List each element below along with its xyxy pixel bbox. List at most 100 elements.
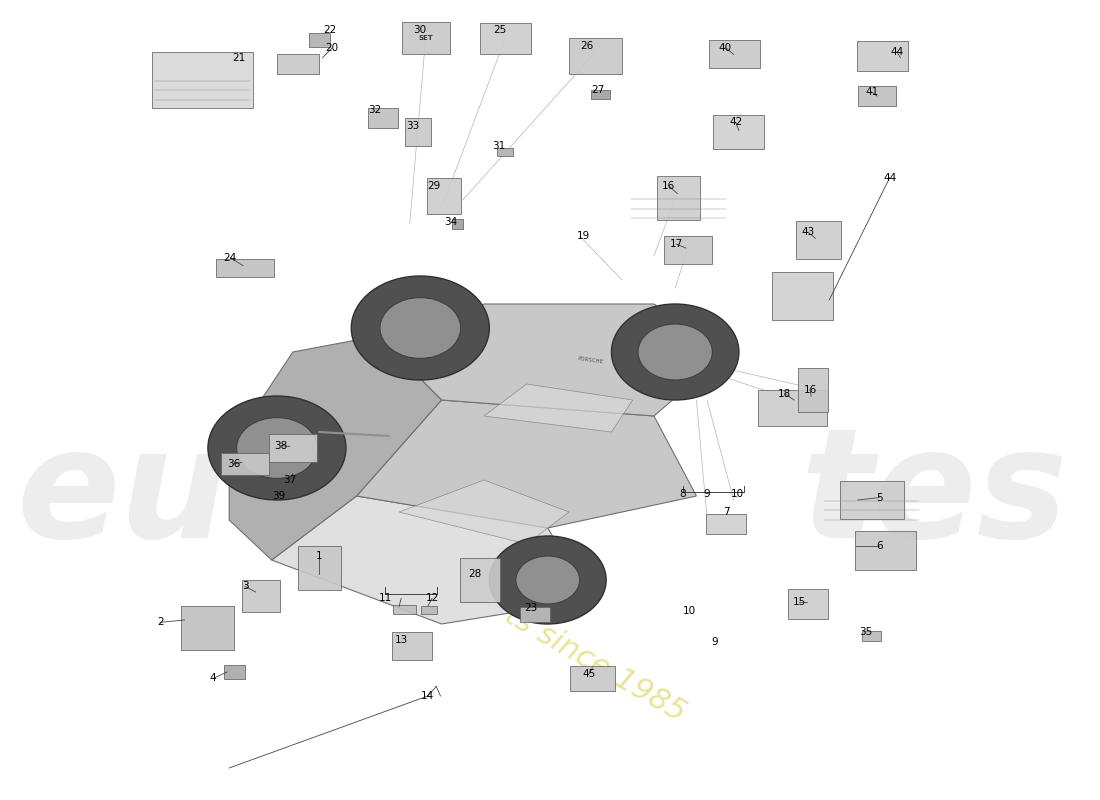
Circle shape bbox=[612, 304, 739, 400]
Bar bbox=[221, 453, 270, 475]
Text: 6: 6 bbox=[876, 541, 882, 550]
Text: 10: 10 bbox=[682, 606, 695, 616]
Text: 8: 8 bbox=[680, 490, 686, 499]
Text: 11: 11 bbox=[378, 594, 392, 603]
Bar bbox=[421, 606, 437, 614]
Bar bbox=[799, 368, 828, 413]
Bar bbox=[368, 108, 398, 128]
Bar bbox=[216, 259, 274, 277]
Text: 34: 34 bbox=[444, 218, 458, 227]
Bar bbox=[402, 22, 450, 54]
Text: 22: 22 bbox=[323, 26, 337, 35]
Text: 38: 38 bbox=[275, 441, 288, 450]
Text: 20: 20 bbox=[326, 43, 339, 53]
Bar bbox=[452, 219, 463, 229]
Circle shape bbox=[490, 536, 606, 624]
Bar bbox=[710, 40, 760, 68]
Bar bbox=[520, 607, 550, 622]
Text: 13: 13 bbox=[395, 635, 408, 645]
Text: 26: 26 bbox=[581, 41, 594, 50]
Text: 33: 33 bbox=[406, 122, 419, 131]
Bar bbox=[309, 33, 330, 47]
Text: 16: 16 bbox=[662, 181, 675, 190]
Text: 44: 44 bbox=[883, 173, 896, 182]
Text: 12: 12 bbox=[426, 594, 439, 603]
Text: 14: 14 bbox=[421, 691, 434, 701]
Text: 36: 36 bbox=[227, 459, 240, 469]
Bar bbox=[796, 221, 840, 259]
Polygon shape bbox=[272, 496, 591, 624]
Text: 16: 16 bbox=[803, 385, 816, 394]
Bar bbox=[298, 546, 341, 590]
Circle shape bbox=[208, 396, 346, 500]
Bar bbox=[857, 41, 907, 71]
Bar bbox=[788, 589, 828, 619]
Text: 27: 27 bbox=[591, 85, 604, 94]
Polygon shape bbox=[399, 480, 569, 544]
Text: 39: 39 bbox=[273, 491, 286, 501]
Polygon shape bbox=[356, 400, 696, 528]
Bar bbox=[480, 23, 531, 54]
Text: 5: 5 bbox=[876, 493, 882, 502]
Text: SET: SET bbox=[418, 35, 433, 42]
Circle shape bbox=[351, 276, 490, 380]
Text: 23: 23 bbox=[524, 603, 538, 613]
Bar bbox=[405, 118, 431, 146]
Bar bbox=[570, 666, 615, 691]
Text: 18: 18 bbox=[778, 389, 791, 398]
Text: 25: 25 bbox=[493, 26, 507, 35]
Text: 42: 42 bbox=[729, 118, 743, 127]
Polygon shape bbox=[229, 336, 441, 560]
Text: 4: 4 bbox=[210, 674, 217, 683]
Bar bbox=[497, 148, 514, 156]
Text: 37: 37 bbox=[283, 475, 296, 485]
Bar bbox=[772, 272, 834, 320]
Text: 1: 1 bbox=[316, 551, 322, 561]
Text: 19: 19 bbox=[578, 231, 591, 241]
Text: 45: 45 bbox=[583, 669, 596, 678]
Bar bbox=[858, 86, 895, 106]
Text: tes: tes bbox=[801, 422, 1068, 570]
Text: 40: 40 bbox=[718, 43, 732, 53]
Text: 9: 9 bbox=[712, 637, 718, 646]
Text: 17: 17 bbox=[670, 239, 683, 249]
Bar bbox=[664, 235, 712, 264]
Text: a passion for parts since 1985: a passion for parts since 1985 bbox=[277, 472, 691, 728]
Text: 3: 3 bbox=[242, 582, 249, 591]
Bar bbox=[223, 665, 245, 679]
Bar bbox=[152, 52, 253, 108]
Bar bbox=[460, 558, 500, 602]
Bar bbox=[569, 38, 623, 74]
Circle shape bbox=[638, 324, 713, 380]
Bar bbox=[392, 633, 432, 661]
Text: 41: 41 bbox=[865, 87, 878, 97]
Text: 29: 29 bbox=[428, 181, 441, 190]
Text: 9: 9 bbox=[704, 490, 711, 499]
Bar bbox=[182, 606, 234, 650]
Bar bbox=[839, 481, 903, 519]
Circle shape bbox=[379, 298, 461, 358]
Text: 10: 10 bbox=[732, 490, 745, 499]
Bar bbox=[862, 631, 881, 641]
Bar bbox=[758, 390, 826, 426]
Circle shape bbox=[516, 556, 580, 604]
Text: PORSCHE: PORSCHE bbox=[578, 356, 604, 364]
Bar bbox=[714, 115, 764, 149]
Text: 24: 24 bbox=[223, 253, 236, 262]
Text: 28: 28 bbox=[468, 569, 481, 578]
Bar bbox=[277, 54, 319, 74]
Bar bbox=[242, 580, 279, 612]
Circle shape bbox=[236, 418, 317, 478]
Bar bbox=[427, 178, 461, 214]
Text: 7: 7 bbox=[723, 507, 729, 517]
Polygon shape bbox=[377, 304, 728, 416]
Text: 31: 31 bbox=[493, 141, 506, 150]
Bar bbox=[706, 514, 746, 534]
Text: 32: 32 bbox=[368, 106, 382, 115]
Text: 35: 35 bbox=[859, 627, 872, 637]
Text: 15: 15 bbox=[793, 597, 806, 606]
Text: eu: eu bbox=[16, 422, 229, 570]
Bar bbox=[270, 434, 317, 462]
Bar bbox=[657, 176, 700, 220]
Text: 30: 30 bbox=[412, 26, 426, 35]
